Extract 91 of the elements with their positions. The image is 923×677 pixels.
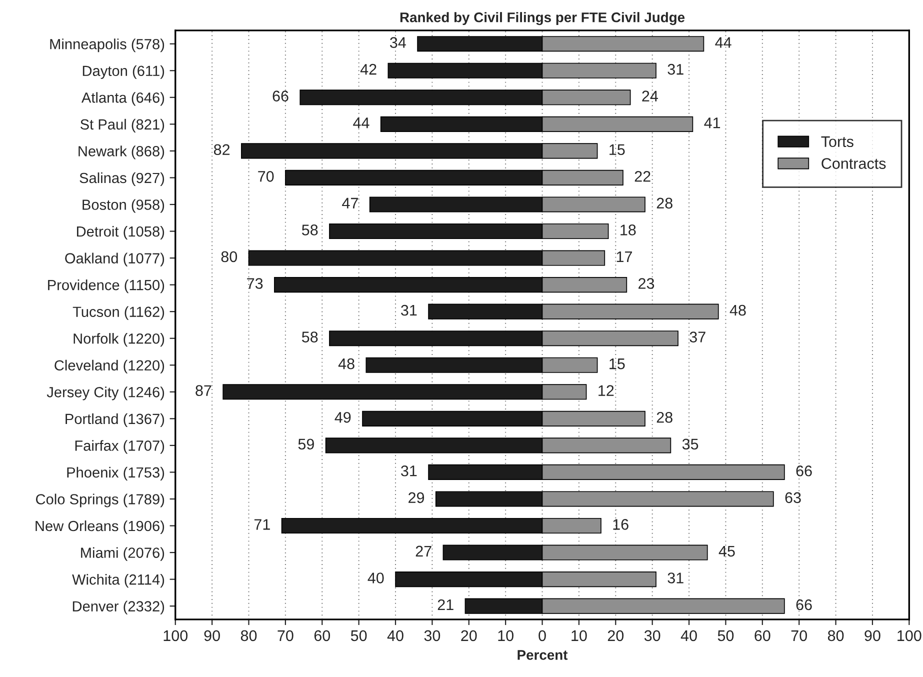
data-label: 16 — [613, 519, 628, 530]
y-tick-label: Providence (1150) — [48, 280, 164, 294]
data-label: 73 — [247, 278, 263, 289]
x-tick-label: 0 — [538, 630, 546, 642]
data-label: 87 — [196, 385, 212, 396]
data-label: 71 — [254, 519, 270, 530]
x-tick-label: 100 — [898, 630, 922, 642]
data-label: 15 — [610, 358, 625, 370]
data-label: 31 — [401, 304, 417, 316]
data-label: 28 — [656, 198, 672, 209]
x-tick-label: 80 — [828, 630, 844, 642]
y-tick-label: St Paul (821) — [80, 118, 164, 132]
data-label: 44 — [715, 37, 732, 48]
y-tick-label: Jersey City (1246) — [46, 386, 164, 400]
data-label: 44 — [353, 118, 370, 128]
data-label: 31 — [668, 572, 684, 584]
y-tick-label: Denver (2332) — [72, 600, 164, 614]
y-tick-label: Portland (1367) — [66, 413, 164, 427]
data-label: 24 — [642, 90, 658, 102]
x-tick-label: 20 — [608, 630, 624, 642]
x-tick-label: 50 — [718, 630, 734, 642]
data-label: 82 — [214, 144, 230, 156]
x-axis-title: Percent — [518, 650, 568, 660]
x-tick-label: 60 — [314, 630, 330, 642]
data-label: 31 — [668, 64, 684, 75]
y-tick-label: Norfolk (1220) — [74, 333, 164, 347]
y-tick-label: Fairfax (1707) — [75, 440, 164, 454]
y-tick-label: Tucson (1162) — [72, 306, 164, 320]
y-tick-label: Newark (868) — [78, 146, 164, 160]
legend-label: Contracts — [822, 158, 886, 169]
y-tick-label: Colo Springs (1789) — [36, 494, 164, 508]
legend-label: Torts — [821, 136, 854, 148]
y-tick-label: Cleveland (1220) — [54, 360, 164, 374]
data-label: 34 — [390, 37, 406, 48]
x-tick-label: 90 — [864, 630, 880, 642]
data-label: 35 — [682, 438, 698, 450]
x-tick-label: 70 — [791, 630, 807, 642]
data-label: 48 — [338, 358, 354, 370]
y-tick-label: Minneapolis (578) — [50, 38, 164, 52]
x-tick-label: 30 — [644, 630, 660, 642]
x-tick-label: 70 — [278, 630, 294, 642]
data-label: 29 — [408, 492, 424, 504]
data-label: 47 — [342, 198, 358, 208]
y-tick-label: Salinas (927) — [80, 172, 164, 186]
data-label: 58 — [302, 224, 318, 236]
y-tick-label: New Orleans (1906) — [36, 520, 164, 534]
data-label: 63 — [785, 492, 801, 504]
y-tick-label: Wichita (2114) — [72, 574, 164, 588]
data-label: 31 — [401, 465, 417, 476]
x-tick-label: 20 — [461, 630, 477, 642]
x-tick-label: 40 — [680, 630, 697, 642]
data-label: 66 — [272, 90, 288, 102]
data-label: 27 — [416, 546, 432, 556]
data-label: 28 — [656, 412, 672, 423]
data-label: 70 — [258, 170, 274, 182]
x-tick-label: 10 — [572, 630, 587, 642]
data-label: 58 — [302, 332, 318, 342]
data-label: 17 — [616, 251, 632, 262]
x-tick-label: 50 — [350, 630, 367, 642]
data-label: 59 — [298, 438, 314, 450]
data-label: 40 — [368, 572, 384, 584]
x-tick-label: 60 — [754, 630, 770, 642]
x-tick-label: 100 — [164, 630, 188, 642]
data-label: 15 — [610, 144, 625, 156]
data-label: 41 — [704, 118, 720, 128]
y-tick-label: Atlanta (646) — [81, 92, 164, 106]
data-label: 66 — [796, 599, 812, 610]
data-label: 12 — [598, 385, 614, 396]
data-label: 21 — [438, 599, 454, 610]
data-label: 37 — [690, 332, 706, 342]
x-tick-label: 30 — [424, 630, 440, 642]
data-label: 42 — [360, 64, 376, 75]
x-tick-label: 10 — [498, 630, 514, 642]
y-tick-label: Oakland (1077) — [65, 252, 164, 266]
data-label: 23 — [638, 278, 654, 289]
x-tick-label: 90 — [204, 630, 220, 642]
x-tick-label: 80 — [240, 630, 257, 642]
data-label: 48 — [730, 304, 746, 316]
x-tick-label: 40 — [387, 630, 404, 642]
y-tick-label: Phoenix (1753) — [67, 466, 164, 481]
data-label: 80 — [221, 251, 238, 262]
data-label: 22 — [634, 170, 650, 182]
data-label: 45 — [718, 546, 735, 557]
y-tick-label: Detroit (1058) — [77, 226, 164, 240]
y-tick-label: Boston (958) — [82, 199, 164, 213]
y-tick-label: Miami (2076) — [81, 547, 164, 561]
chart-title: Ranked by Civil Filings per FTE Civil Judge — [400, 12, 685, 26]
data-label: 66 — [796, 465, 812, 476]
data-label: 18 — [620, 224, 636, 236]
data-label: 49 — [334, 412, 351, 423]
y-tick-label: Dayton (611) — [82, 65, 164, 79]
